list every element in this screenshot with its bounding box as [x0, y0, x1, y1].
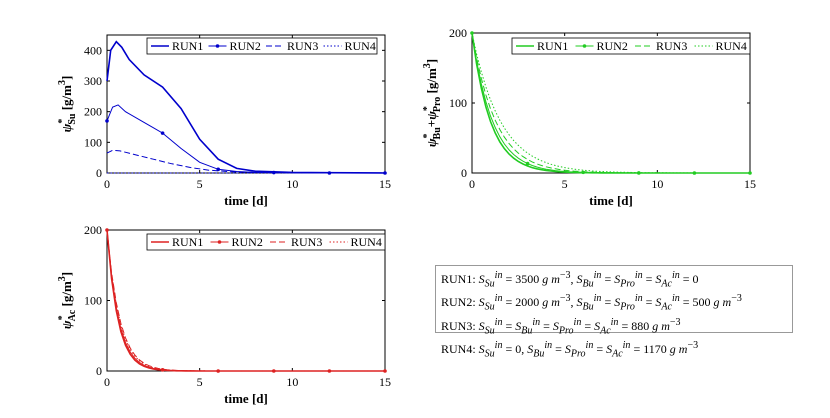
legend-label-run1: RUN1: [172, 39, 203, 53]
x-axis-label: time [d]: [589, 193, 633, 208]
chart-bupro-pro: 0 5 10 15 0 100 200 time [d] ψ*Bu+ψ*Pro [g/m3] RU…: [422, 26, 756, 208]
run1-condition: RUN1: SSuin = 3500 g m−3, SBuin = SProin…: [441, 270, 699, 290]
x-tick-label: 0: [469, 177, 475, 191]
legend: RUN1 RUN2 RUN3 RUN4: [146, 233, 386, 251]
legend-label-run1: RUN1: [172, 235, 203, 249]
legend-box: [146, 37, 378, 55]
y-tick-label: 200: [84, 223, 102, 237]
y-tick-label: 300: [84, 74, 102, 88]
series-marker-run2: [105, 119, 109, 123]
series-line-run4: [471, 32, 750, 174]
legend: RUN1 RUN2 RUN3 RUN4: [146, 37, 378, 55]
legend-label-run2: RUN2: [232, 235, 263, 249]
series-marker-run2: [160, 131, 165, 135]
series-line-run3: [106, 149, 385, 174]
legend-label-run2: RUN2: [230, 39, 261, 53]
legend: RUN1 RUN2 RUN3 RUN4: [511, 37, 751, 55]
legend-marker: [217, 240, 222, 244]
series-line-run3: [106, 229, 385, 372]
series-marker-run2: [581, 170, 585, 175]
x-tick-label: 15: [379, 177, 391, 191]
series-line-run4: [106, 229, 385, 372]
series-line-run2: [106, 229, 385, 372]
y-tick-label: 0: [461, 166, 467, 180]
run-conditions-box: RUN1: SSuin = 3500 g m−3, SBuin = SProin…: [435, 265, 793, 360]
series-marker-run2: [216, 167, 220, 172]
x-axis-label: time [d]: [224, 391, 268, 406]
legend-label-run4: RUN4: [716, 39, 747, 53]
y-tick-label: 200: [84, 105, 102, 119]
y-tick-label: 100: [449, 96, 467, 110]
run3-condition: RUN3: SSuin = SBuin = SProin = SAcin = 8…: [441, 316, 681, 337]
series-marker-run2: [525, 161, 530, 166]
legend-label-run4: RUN4: [345, 39, 376, 53]
y-tick-label: 200: [449, 26, 467, 40]
legend-label-run4: RUN4: [351, 235, 382, 249]
y-axis-label: ψ*Su [g/m3]: [57, 76, 78, 133]
legend-label-run3: RUN3: [287, 39, 318, 53]
x-tick-label: 15: [379, 375, 391, 389]
series-line-run1: [106, 229, 385, 372]
y-tick-label: 0: [96, 166, 102, 180]
legend-label-run2: RUN2: [597, 39, 628, 53]
plot-area: [106, 34, 386, 174]
chart-su: 0 5 10 15 0 100 200 300 400 time [d] ψ*Su [g/m3] RU…: [57, 34, 391, 208]
y-axis-label: ψ*Ac [g/m3]: [57, 272, 78, 329]
y-tick-label: 100: [84, 135, 102, 149]
legend-label-run1: RUN1: [537, 39, 568, 53]
x-tick-label: 10: [286, 375, 298, 389]
y-tick-label: 400: [84, 43, 102, 57]
series-line-run1: [106, 40, 386, 174]
x-tick-label: 10: [286, 177, 298, 191]
x-tick-label: 0: [104, 375, 110, 389]
legend-label-run3: RUN3: [291, 235, 322, 249]
series-marker-run2: [748, 171, 752, 175]
x-tick-label: 5: [562, 177, 568, 191]
x-tick-label: 5: [197, 177, 203, 191]
y-axis-label: ψ*Bu+ψ*Pro [g/m3]: [422, 59, 443, 147]
x-tick-label: 10: [651, 177, 663, 191]
run2-condition: RUN2: SSuin = 2000 g m−3, SBuin = SProin…: [441, 293, 742, 313]
plot-area: [106, 229, 386, 372]
x-axis-label: time [d]: [224, 193, 268, 208]
legend-marker: [215, 44, 220, 48]
x-tick-label: 15: [744, 177, 756, 191]
series-line-run3: [471, 32, 750, 174]
legend-box: [146, 233, 386, 251]
legend-box: [511, 37, 751, 55]
y-tick-label: 100: [84, 294, 102, 308]
legend-marker: [582, 44, 587, 48]
y-tick-label: 0: [96, 364, 102, 378]
chart-ac: 0 5 10 15 0 100 200 time [d] ψ*Ac [g/m3] RUN1 RUN2…: [57, 223, 391, 406]
x-tick-label: 0: [104, 177, 110, 191]
x-tick-label: 5: [197, 375, 203, 389]
legend-label-run3: RUN3: [656, 39, 687, 53]
series-line-run2: [106, 104, 385, 174]
run4-condition: RUN4: SSuin = 0, SBuin = SProin = SAcin …: [441, 340, 699, 360]
